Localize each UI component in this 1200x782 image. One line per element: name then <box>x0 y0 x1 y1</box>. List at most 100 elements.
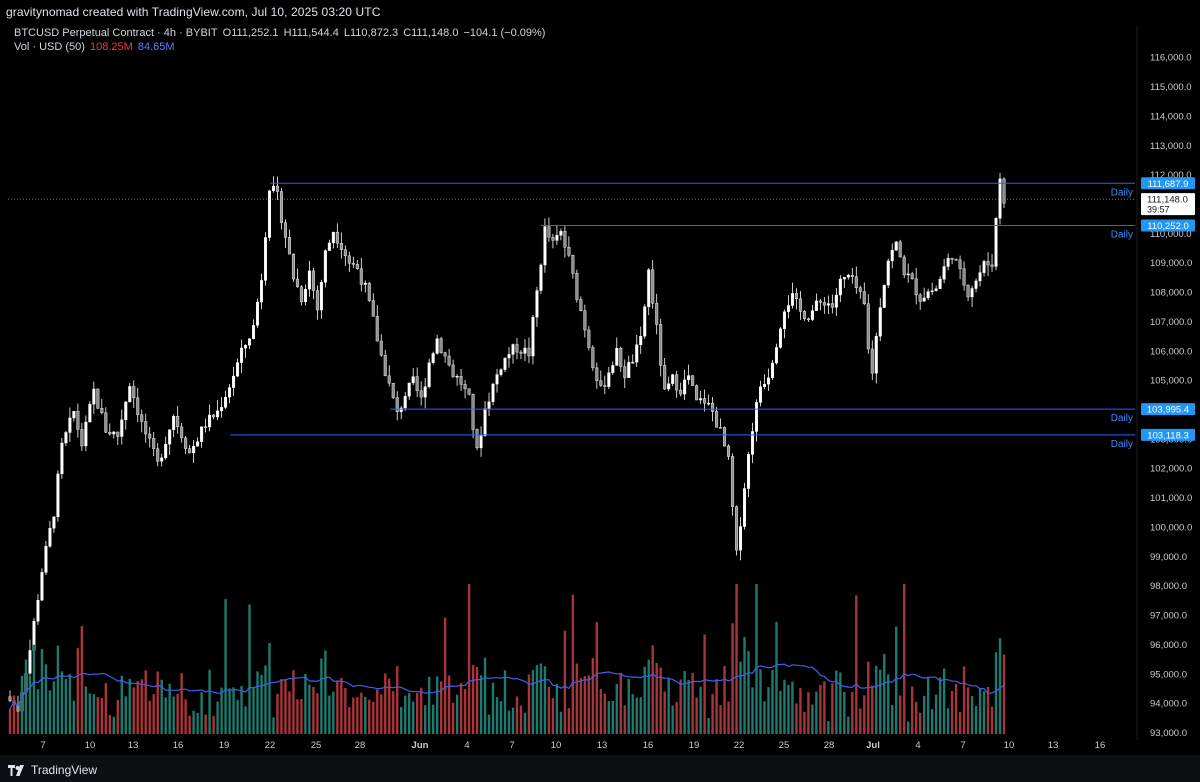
candle-body[interactable] <box>583 310 587 331</box>
candle-body[interactable] <box>806 318 810 321</box>
candle-body[interactable] <box>739 526 743 551</box>
candle-body[interactable] <box>275 185 279 192</box>
candle-body[interactable] <box>248 338 252 346</box>
candle-body[interactable] <box>858 287 862 292</box>
candle-body[interactable] <box>499 369 503 375</box>
candle-body[interactable] <box>44 545 48 573</box>
candle-body[interactable] <box>64 432 68 444</box>
candle-body[interactable] <box>838 278 842 296</box>
candle-body[interactable] <box>579 299 583 312</box>
candle-body[interactable] <box>132 386 136 399</box>
symbol-name[interactable]: BTCUSD Perpetual Contract · 4h · BYBIT <box>14 27 218 39</box>
candle-body[interactable] <box>116 431 120 437</box>
candle-body[interactable] <box>543 226 547 266</box>
candle-body[interactable] <box>483 408 487 436</box>
candle-body[interactable] <box>906 273 910 276</box>
candle-body[interactable] <box>886 260 890 286</box>
candle-body[interactable] <box>615 348 619 366</box>
candle-body[interactable] <box>443 352 447 357</box>
candle-body[interactable] <box>894 241 898 251</box>
candle-body[interactable] <box>647 269 651 307</box>
candle-body[interactable] <box>695 385 699 401</box>
candle-body[interactable] <box>655 303 659 325</box>
candle-body[interactable] <box>898 241 902 258</box>
candle-body[interactable] <box>383 355 387 377</box>
candle-body[interactable] <box>667 383 671 390</box>
candle-body[interactable] <box>88 403 92 423</box>
candle-body[interactable] <box>519 351 523 354</box>
candle-body[interactable] <box>826 303 830 306</box>
candle-body[interactable] <box>691 375 695 386</box>
candle-body[interactable] <box>762 383 766 387</box>
candle-body[interactable] <box>419 390 423 398</box>
candle-body[interactable] <box>727 445 731 457</box>
candle-body[interactable] <box>567 246 571 256</box>
candle-body[interactable] <box>36 600 40 622</box>
candle-body[interactable] <box>192 446 196 454</box>
candle-body[interactable] <box>244 344 248 349</box>
candle-body[interactable] <box>998 178 1002 219</box>
candle-body[interactable] <box>587 329 591 348</box>
candle-body[interactable] <box>156 448 160 462</box>
candle-body[interactable] <box>152 438 156 449</box>
candle-body[interactable] <box>822 302 826 306</box>
candle-body[interactable] <box>846 274 850 278</box>
candle-body[interactable] <box>363 282 367 285</box>
candle-body[interactable] <box>535 290 539 318</box>
candle-body[interactable] <box>375 316 379 342</box>
candle-body[interactable] <box>136 397 140 415</box>
candle-body[interactable] <box>92 388 96 405</box>
candle-body[interactable] <box>651 269 655 304</box>
candle-body[interactable] <box>723 427 727 447</box>
candle-body[interactable] <box>539 264 543 291</box>
candle-body[interactable] <box>755 402 759 432</box>
candle-body[interactable] <box>790 293 794 306</box>
candle-body[interactable] <box>531 316 535 357</box>
candle-body[interactable] <box>399 407 403 412</box>
candle-body[interactable] <box>355 264 359 269</box>
candle-body[interactable] <box>56 473 60 518</box>
candle-body[interactable] <box>455 376 459 378</box>
candle-body[interactable] <box>834 294 838 308</box>
candle-body[interactable] <box>371 300 375 317</box>
candle-body[interactable] <box>507 354 511 359</box>
candle-body[interactable] <box>635 344 639 363</box>
candle-body[interactable] <box>303 288 307 303</box>
candle-body[interactable] <box>818 300 822 303</box>
candle-body[interactable] <box>495 374 499 385</box>
candle-body[interactable] <box>918 294 922 302</box>
candle-body[interactable] <box>172 416 176 430</box>
candle-body[interactable] <box>547 226 551 238</box>
candle-body[interactable] <box>683 379 687 395</box>
candle-body[interactable] <box>882 284 886 308</box>
candle-body[interactable] <box>120 419 124 437</box>
candle-body[interactable] <box>108 432 112 435</box>
candle-body[interactable] <box>407 382 411 397</box>
candle-body[interactable] <box>994 218 998 267</box>
candle-body[interactable] <box>252 325 256 339</box>
candle-body[interactable] <box>319 282 323 311</box>
candle-body[interactable] <box>475 429 479 449</box>
candle-body[interactable] <box>387 375 391 384</box>
candle-body[interactable] <box>878 307 882 337</box>
candle-body[interactable] <box>715 411 719 428</box>
candle-body[interactable] <box>511 344 515 355</box>
candle-body[interactable] <box>367 282 371 301</box>
candle-body[interactable] <box>391 382 395 398</box>
candle-body[interactable] <box>327 242 331 251</box>
candle-body[interactable] <box>595 367 599 381</box>
candle-body[interactable] <box>104 412 108 433</box>
candle-body[interactable] <box>958 259 962 269</box>
candle-body[interactable] <box>84 421 88 447</box>
candle-body[interactable] <box>659 324 663 366</box>
candle-body[interactable] <box>40 572 44 601</box>
candle-body[interactable] <box>778 328 782 348</box>
tradingview-brand[interactable]: TradingView <box>8 763 97 777</box>
candle-body[interactable] <box>176 416 180 428</box>
candle-body[interactable] <box>479 435 483 449</box>
candle-body[interactable] <box>942 266 946 280</box>
candle-body[interactable] <box>703 398 707 404</box>
candle-body[interactable] <box>758 386 762 403</box>
candle-body[interactable] <box>751 431 755 455</box>
